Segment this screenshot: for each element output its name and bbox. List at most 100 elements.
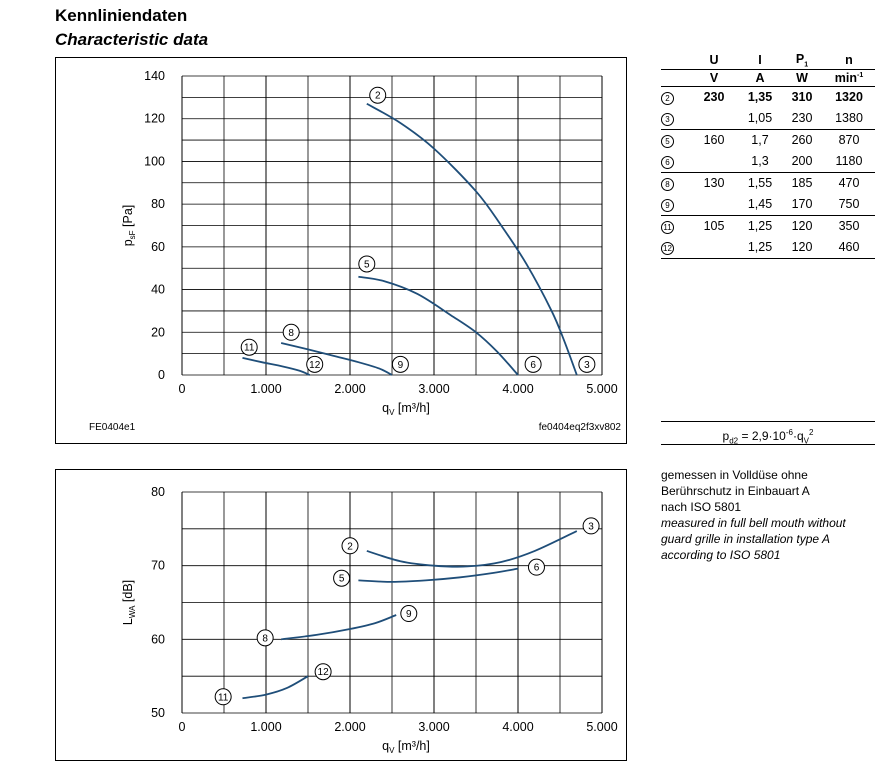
unit-u: V <box>709 70 719 85</box>
x-tick-label: 4.000 <box>502 720 533 734</box>
formula-exp: -6 <box>785 428 793 437</box>
spec-cell-i: 1,05 <box>747 111 773 125</box>
y-tick-label: 60 <box>151 632 165 646</box>
spec-row-id: 2 <box>661 86 689 108</box>
curve-label-circle <box>282 323 300 341</box>
curve-label-2: 2 <box>369 86 387 104</box>
y-tick-label: 70 <box>151 559 165 573</box>
spec-cell-n: 750 <box>838 197 860 211</box>
y-tick-label: 80 <box>151 485 165 499</box>
spec-cell-p: 200 <box>791 154 813 168</box>
spec-cell-n: 1320 <box>835 90 863 104</box>
unit-i: A <box>755 70 765 85</box>
spec-cell-n: 1380 <box>835 111 863 125</box>
curve-label-circle <box>240 338 258 356</box>
title-en: Characteristic data <box>55 30 209 49</box>
spec-cell-n: 1180 <box>835 154 863 168</box>
curve-label-9: 9 <box>391 355 409 373</box>
curve-label-text: 6 <box>530 360 536 371</box>
curve-5 <box>358 567 519 583</box>
spec-cell-u: 160 <box>703 133 725 147</box>
unit-n-sup: -1 <box>857 71 864 79</box>
y-axis-label-unit: [Pa] <box>121 205 135 231</box>
spec-cell-u <box>689 108 739 130</box>
spec-row-id: 9 <box>661 194 689 216</box>
curve-label-5: 5 <box>358 255 376 273</box>
curve-label-3: 3 <box>582 517 600 535</box>
spec-row-5: 5 160 1,7 260 870 <box>661 129 875 151</box>
x-tick-label: 1.000 <box>250 720 281 734</box>
y-tick-label: 100 <box>144 154 165 168</box>
formula-mid: = 2,9·10 <box>738 429 786 443</box>
curve-label-circle <box>358 255 376 273</box>
unit-n: min-1 <box>823 69 875 86</box>
note-en-2: guard grille in installation type A <box>661 532 830 546</box>
curve-label-text: 2 <box>347 541 353 552</box>
curve-label-circle <box>578 355 596 373</box>
curve-label-2: 2 <box>341 537 359 555</box>
spec-cell-u <box>689 194 739 216</box>
pressure-chart: 0 1.000 2.000 3.000 4.000 5.000 0 20 40 60 80 100 12… <box>89 69 621 433</box>
curve-label-8: 8 <box>256 629 274 647</box>
curve-label-circle <box>314 663 332 681</box>
spec-row-6: 6 1,3 200 1180 <box>661 151 875 173</box>
x-tick-label: 5.000 <box>586 382 617 396</box>
spec-cell-p: 120 <box>791 240 813 254</box>
pressure-formula: pd2 = 2,9·10-6·qV2 <box>661 421 875 445</box>
y-tick-label: 50 <box>151 706 165 720</box>
curve-11 <box>242 675 309 700</box>
y-tick-label: 60 <box>151 240 165 254</box>
spec-row-id: 3 <box>661 108 689 130</box>
curve-label-circle <box>524 355 542 373</box>
header-p-text: P <box>795 52 805 66</box>
curve-label-circle <box>527 558 545 576</box>
curve-label-text: 2 <box>375 91 381 102</box>
curve-label-circle <box>391 355 409 373</box>
spec-cell-i: 1,25 <box>747 240 773 254</box>
y-axis-label: LWA [dB] <box>121 580 137 625</box>
curve-label-circle <box>341 537 359 555</box>
curve-label-text: 5 <box>364 259 370 270</box>
y-tick-label: 40 <box>151 283 165 297</box>
formula-lhs: p <box>722 429 730 443</box>
spec-row-12: 12 1,25 120 460 <box>661 237 875 258</box>
curve-label-text: 8 <box>288 328 294 339</box>
curve-label-12: 12 <box>306 355 324 373</box>
y-tick-label: 140 <box>144 69 165 83</box>
spec-cell-i: 1,3 <box>751 154 769 168</box>
spec-cell-n: 460 <box>838 240 860 254</box>
x-axis-label: qV [m³/h] <box>382 401 430 417</box>
sound-chart-panel: 0 1.000 2.000 3.000 4.000 5.000 50 60 70 80 qV [m³… <box>55 469 627 761</box>
curve-label-5: 5 <box>333 569 351 587</box>
curve-label-text: 12 <box>309 360 321 371</box>
x-axis-label: qV [m³/h] <box>382 739 430 755</box>
spec-cell-n: 470 <box>838 176 860 190</box>
curve-label-circle <box>400 605 418 623</box>
spec-cell-u: 230 <box>703 90 725 104</box>
curve-5 <box>358 275 519 376</box>
curve-label-text: 12 <box>318 667 330 678</box>
curve-label-circle <box>256 629 274 647</box>
x-axis-label-sub: V <box>389 408 395 417</box>
note-de-1: gemessen in Volldüse ohne <box>661 468 808 482</box>
curve-id-circle: 5 <box>661 134 674 148</box>
header-i: I <box>758 53 762 68</box>
spec-row-2: 2 230 1,35 310 1320 <box>661 86 875 108</box>
note-de-3: nach ISO 5801 <box>661 500 742 514</box>
spec-cell-p: 120 <box>791 219 813 233</box>
spec-body: 2 230 1,35 310 1320 3 1,05 230 1380 5 160 1,7 260 870… <box>661 86 875 258</box>
spec-cell-u <box>689 151 739 173</box>
x-axis-label-sub: V <box>389 746 395 755</box>
spec-cell-n: 870 <box>838 133 860 147</box>
x-tick-label: 0 <box>179 720 186 734</box>
curve-id-circle: 11 <box>661 220 674 234</box>
curve-label-circle <box>369 86 387 104</box>
spec-cell-p: 170 <box>791 197 813 211</box>
curve-label-circle <box>582 517 600 535</box>
curve-id-circle: 8 <box>661 177 674 191</box>
y-axis-label: psF [Pa] <box>121 205 137 247</box>
note-de-2: Berührschutz in Einbauart A <box>661 484 810 498</box>
curve-label-3: 3 <box>578 355 596 373</box>
footer-left: FE0404e1 <box>89 422 136 433</box>
y-axis-label-unit: [dB] <box>121 580 135 606</box>
